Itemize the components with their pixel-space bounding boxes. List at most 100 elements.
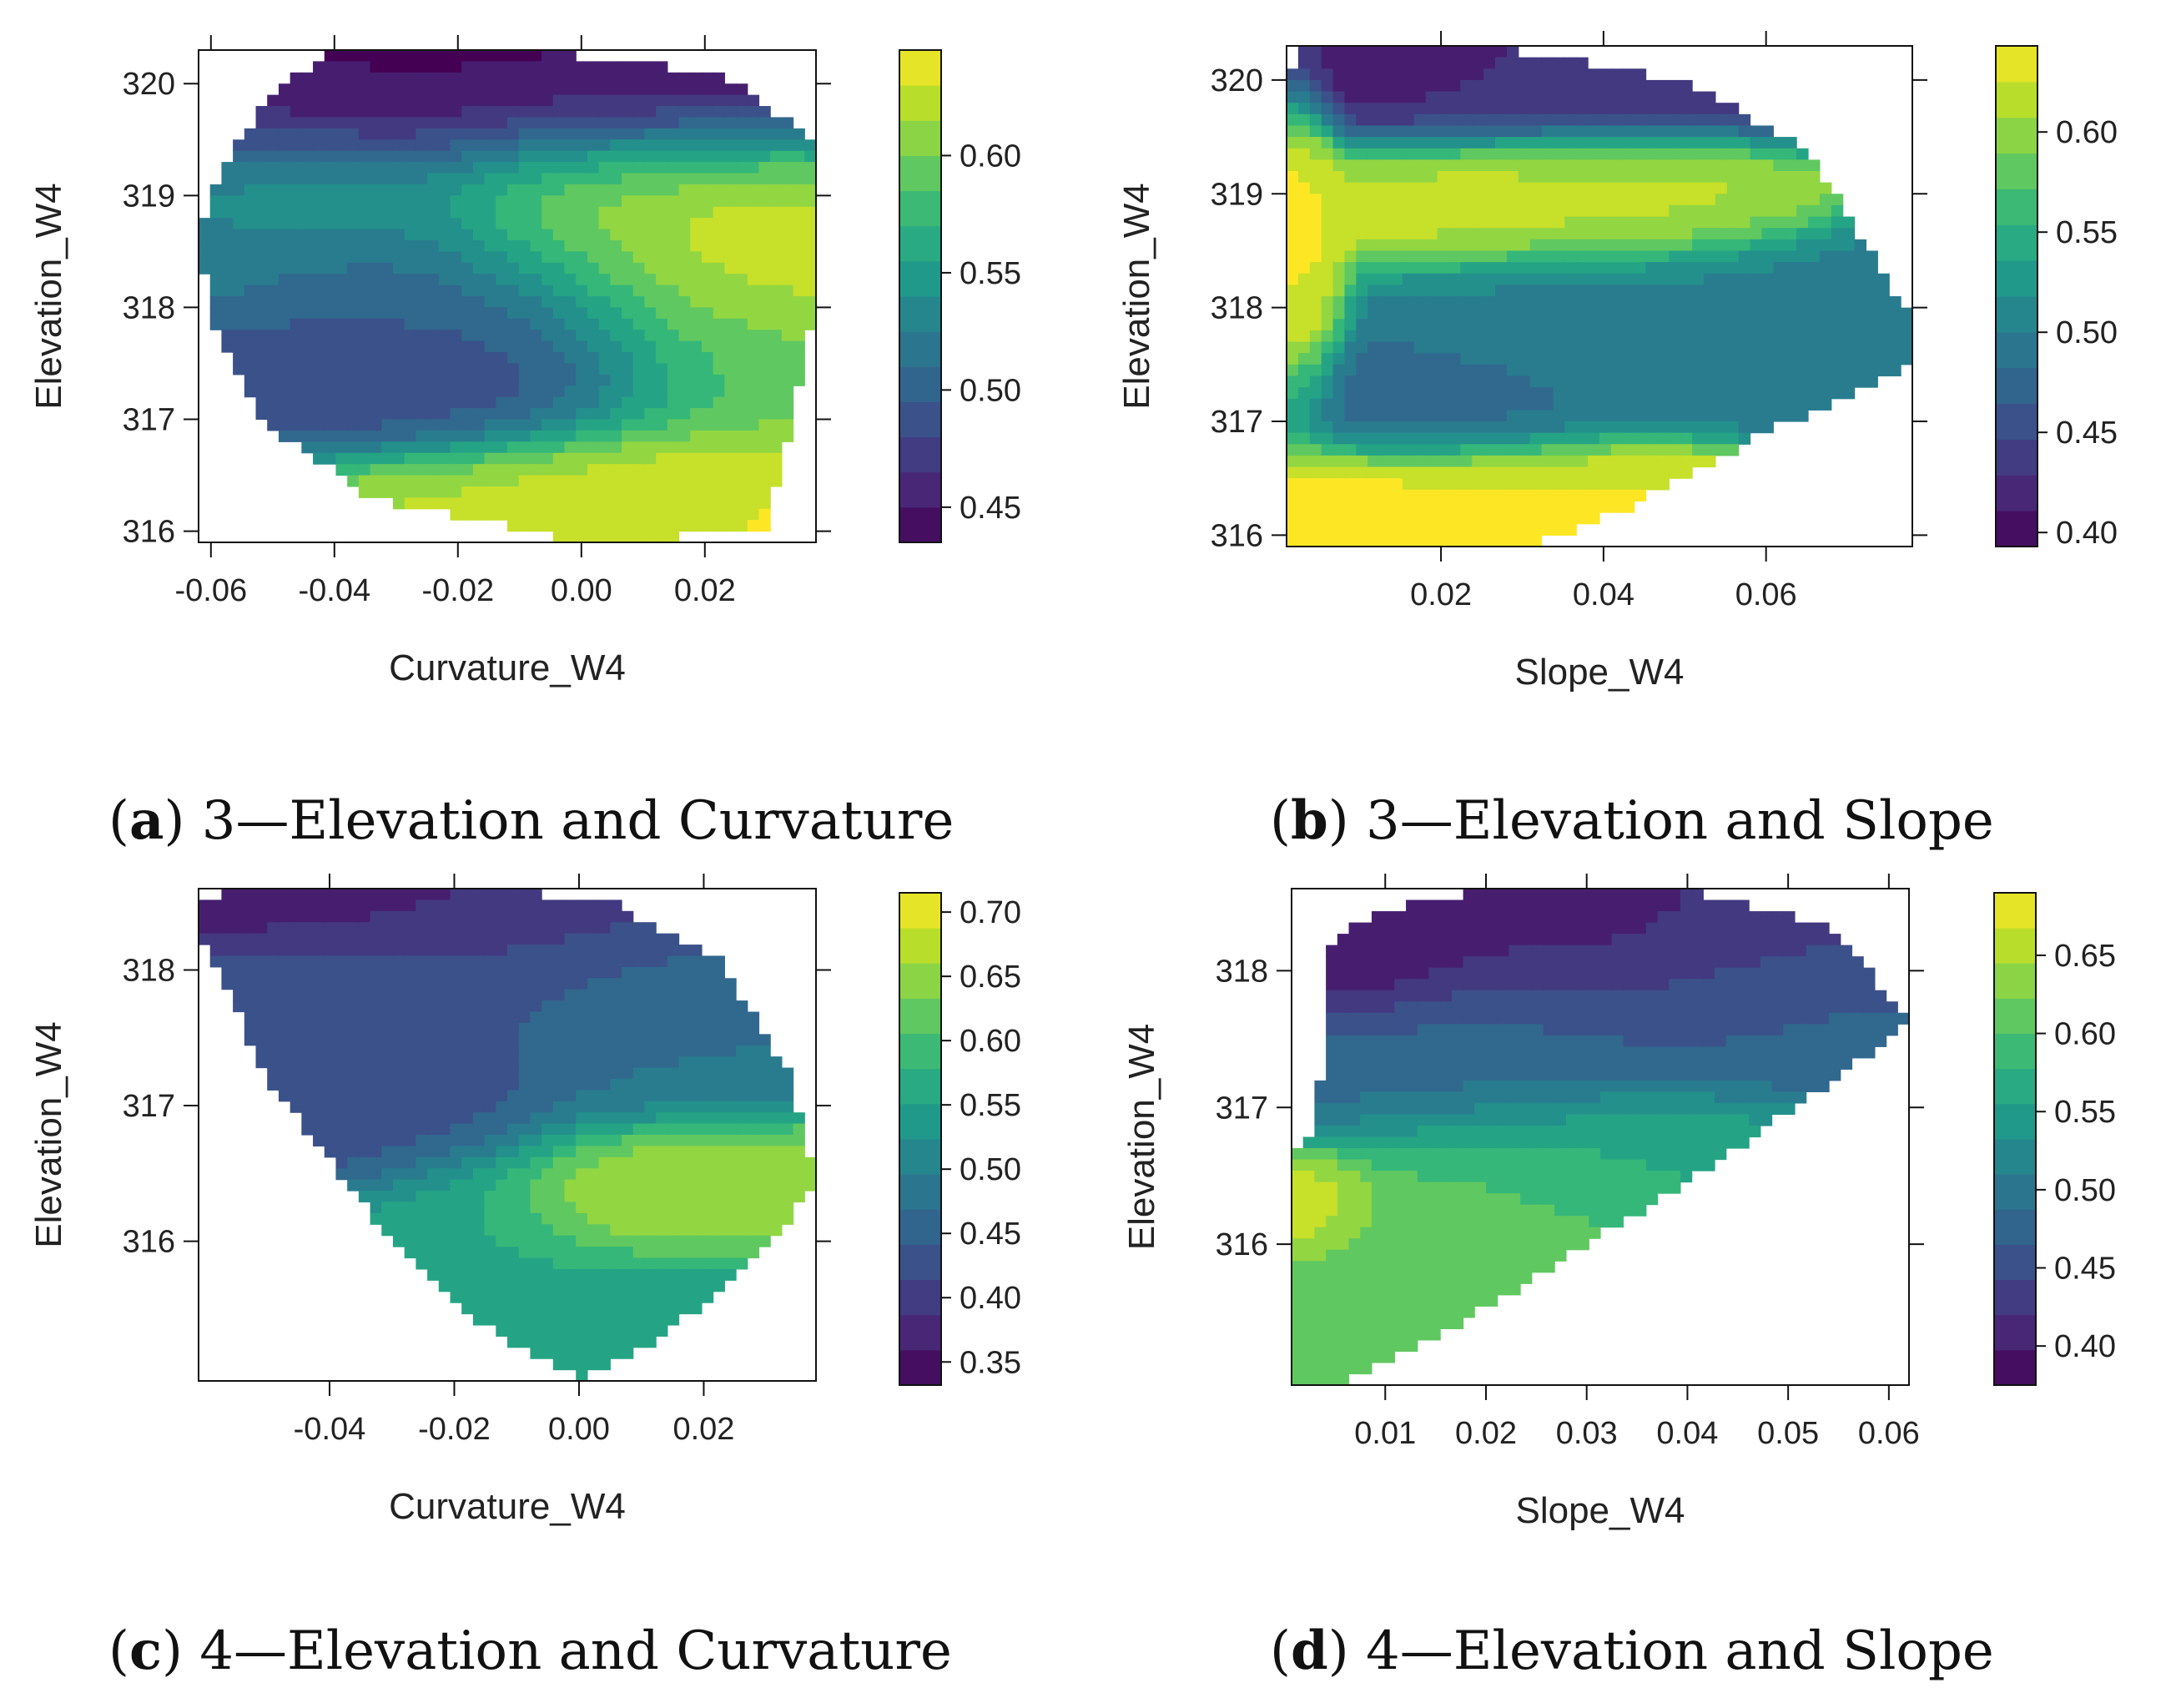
heatmap-cell (438, 1179, 451, 1192)
heatmap-cell (541, 1313, 554, 1326)
heatmap-cell (690, 396, 703, 409)
heatmap-cell (496, 945, 508, 957)
heatmap-cell (1738, 239, 1751, 252)
heatmap-cell (632, 340, 646, 353)
heatmap-cell (541, 910, 554, 923)
heatmap-cell (530, 318, 542, 330)
heatmap-cell (1773, 273, 1786, 285)
heatmap-cell (404, 933, 416, 945)
heatmap-cell (1842, 364, 1856, 377)
heatmap-cell (301, 162, 314, 174)
heatmap-cell (1553, 512, 1565, 525)
heatmap-cell (496, 296, 508, 309)
heatmap-cell (278, 239, 291, 252)
heatmap-cell (278, 262, 291, 275)
heatmap-cell (381, 363, 394, 375)
heatmap-cell (1309, 148, 1322, 160)
heatmap-cell (1553, 455, 1565, 468)
heatmap-cell (358, 1191, 371, 1203)
heatmap-cell (461, 1112, 474, 1125)
heatmap-cell (552, 184, 566, 196)
heatmap-cell (313, 452, 325, 465)
heatmap-cell (290, 162, 302, 174)
heatmap-cell (724, 385, 737, 398)
heatmap-cell (552, 508, 566, 521)
heatmap-cell (1761, 398, 1774, 411)
heatmap-cell (496, 408, 508, 421)
heatmap-cell (484, 1247, 496, 1259)
heatmap-cell (416, 396, 428, 409)
heatmap-cell (518, 1224, 531, 1237)
heatmap-cell (381, 1034, 394, 1046)
heatmap-cell (278, 922, 291, 935)
heatmap-cell (576, 307, 588, 320)
heatmap-cell (552, 352, 566, 365)
heatmap-cell (347, 1067, 360, 1080)
heatmap-cell (1391, 159, 1403, 172)
heatmap-cell (587, 531, 600, 543)
heatmap-cell (1321, 273, 1334, 285)
heatmap-cell (381, 106, 394, 118)
heatmap-cell (541, 1067, 554, 1080)
heatmap-cell (313, 94, 325, 107)
heatmap-cell (461, 117, 474, 129)
heatmap-cell (484, 464, 496, 476)
heatmap-cell (530, 274, 542, 286)
heatmap-cell (358, 1011, 371, 1024)
heatmap-cell (1518, 171, 1531, 184)
heatmap-cell (313, 1022, 325, 1035)
heatmap-cell (644, 184, 657, 196)
heatmap-cell (484, 1156, 496, 1169)
colorbar-swatch (899, 225, 941, 262)
heatmap-cell (1680, 410, 1693, 422)
heatmap-cell (576, 910, 588, 923)
heatmap-cell (1506, 455, 1519, 468)
heatmap-cell (1819, 375, 1832, 388)
heatmap-cell (724, 173, 737, 185)
heatmap-cell (1368, 103, 1380, 115)
heatmap-cell (552, 452, 566, 465)
heatmap-cell (392, 352, 405, 365)
heatmap-cell (587, 486, 600, 498)
heatmap-cell (541, 430, 554, 442)
heatmap-cell (1309, 228, 1322, 240)
heatmap-cell (1448, 148, 1461, 160)
heatmap-cell (632, 475, 646, 487)
heatmap-cell (541, 307, 554, 320)
heatmap-cell (347, 229, 360, 241)
heatmap-cell (404, 1022, 416, 1035)
heatmap-cell (507, 1324, 520, 1337)
heatmap-cell (1576, 148, 1589, 160)
heatmap-cell (736, 139, 748, 152)
heatmap-cell (290, 285, 302, 297)
heatmap-cell (313, 106, 325, 118)
heatmap-cell (301, 1112, 314, 1125)
heatmap-cell (438, 1056, 451, 1069)
heatmap-cell (324, 1067, 337, 1080)
heatmap-cell (1553, 182, 1565, 194)
heatmap-cell (1680, 171, 1693, 184)
heatmap-cell (644, 531, 657, 543)
heatmap-cell (1529, 159, 1543, 172)
heatmap-cell (1854, 250, 1867, 263)
heatmap-cell (1413, 262, 1427, 275)
heatmap-cell (713, 363, 725, 375)
heatmap-cell (1437, 46, 1450, 58)
heatmap-cell (1750, 171, 1763, 184)
heatmap-cell (1332, 273, 1346, 285)
heatmap-cell (1645, 444, 1659, 456)
heatmap-cell (1529, 296, 1543, 309)
heatmap-cell (244, 274, 257, 286)
heatmap-cell (461, 452, 474, 465)
heatmap-cell (1495, 319, 1508, 331)
heatmap-cell (690, 430, 703, 442)
heatmap-cell (472, 430, 486, 442)
heatmap-cell (1413, 216, 1427, 229)
heatmap-cell (1761, 204, 1774, 218)
heatmap-cell (1460, 353, 1473, 365)
heatmap-cell (1622, 455, 1635, 468)
heatmap-cell (1483, 307, 1496, 320)
heatmap-cell (724, 150, 737, 163)
heatmap-cell (598, 173, 611, 185)
heatmap-cell (598, 363, 611, 375)
